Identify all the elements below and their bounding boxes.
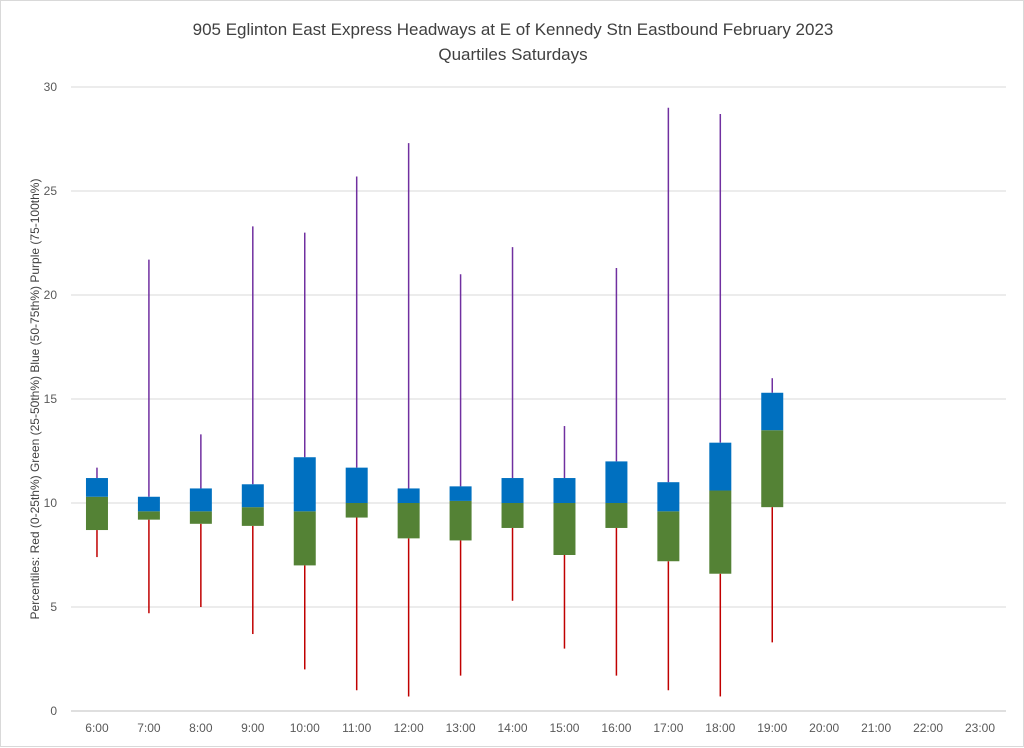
y-tick-label: 5 xyxy=(50,600,57,614)
y-tick-label: 20 xyxy=(44,288,58,302)
box-upper xyxy=(189,488,212,512)
x-tick-label: 11:00 xyxy=(342,721,371,735)
y-tick-label: 15 xyxy=(44,392,58,406)
box-upper xyxy=(709,442,732,491)
box-lower xyxy=(605,503,628,528)
box-lower xyxy=(345,503,368,518)
box-upper xyxy=(137,496,160,512)
box-lower xyxy=(449,500,472,541)
chart-subtitle: Quartiles Saturdays xyxy=(438,45,588,64)
x-tick-label: 21:00 xyxy=(861,721,891,735)
box-lower xyxy=(553,503,576,555)
x-tick-label: 10:00 xyxy=(290,721,320,735)
x-tick-label: 20:00 xyxy=(809,721,839,735)
box-upper xyxy=(605,461,628,503)
box-upper xyxy=(397,488,420,503)
x-tick-label: 17:00 xyxy=(653,721,683,735)
x-tick-label: 8:00 xyxy=(189,721,213,735)
box-upper xyxy=(553,478,576,503)
y-tick-label: 0 xyxy=(50,704,57,718)
box-upper xyxy=(761,392,784,431)
x-tick-label: 9:00 xyxy=(241,721,265,735)
y-tick-label: 30 xyxy=(44,80,58,94)
box-upper xyxy=(241,484,264,508)
x-tick-label: 19:00 xyxy=(757,721,787,735)
box-lower xyxy=(657,511,680,562)
box-lower xyxy=(189,511,212,524)
box-upper xyxy=(85,478,108,497)
x-tick-label: 18:00 xyxy=(705,721,735,735)
x-tick-label: 15:00 xyxy=(549,721,579,735)
box-lower xyxy=(85,496,108,531)
box-upper xyxy=(345,467,368,503)
box-lower xyxy=(761,430,784,508)
x-tick-label: 13:00 xyxy=(446,721,476,735)
x-tick-label: 14:00 xyxy=(498,721,528,735)
box-lower xyxy=(709,490,732,574)
x-tick-label: 23:00 xyxy=(965,721,995,735)
x-tick-label: 6:00 xyxy=(85,721,109,735)
box-upper xyxy=(501,478,524,503)
box-lower xyxy=(397,503,420,539)
box-lower xyxy=(293,511,316,566)
x-tick-label: 7:00 xyxy=(137,721,161,735)
box-upper xyxy=(657,482,680,512)
box-lower xyxy=(137,511,160,520)
x-tick-label: 12:00 xyxy=(394,721,424,735)
x-tick-label: 16:00 xyxy=(601,721,631,735)
box-upper xyxy=(449,486,472,501)
y-tick-label: 10 xyxy=(44,496,58,510)
box-upper xyxy=(293,457,316,512)
chart-title: 905 Eglinton East Express Headways at E … xyxy=(192,20,834,39)
x-tick-label: 22:00 xyxy=(913,721,943,735)
box-lower xyxy=(241,507,264,526)
y-tick-label: 25 xyxy=(44,184,58,198)
box-lower xyxy=(501,503,524,528)
